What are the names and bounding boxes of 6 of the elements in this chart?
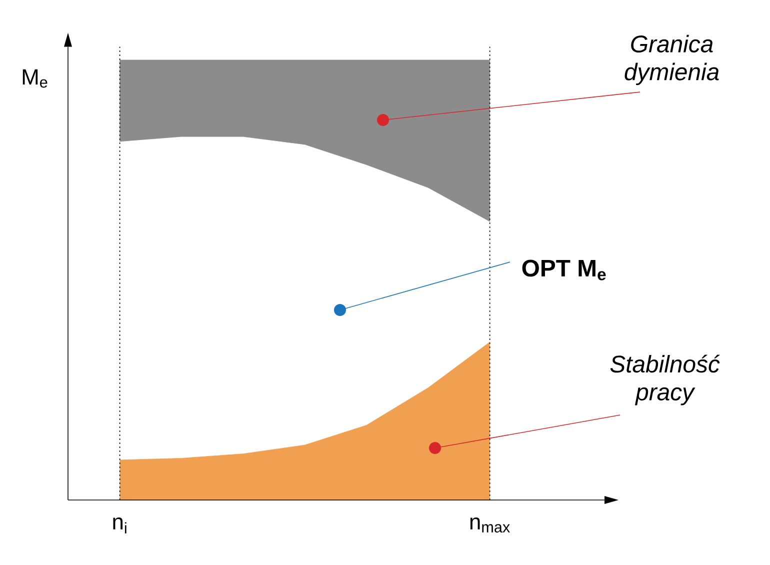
y-axis-title: M$_{e}$	[22, 69, 48, 88]
text: OPT M$_{e}$	[522, 260, 606, 280]
x-tick-label: n$_{i}$	[113, 518, 126, 534]
text: Stabilność pracy	[610, 354, 720, 406]
x-tick-label: n$_{max}$	[470, 518, 510, 533]
text: Granica dymienia	[624, 34, 719, 86]
